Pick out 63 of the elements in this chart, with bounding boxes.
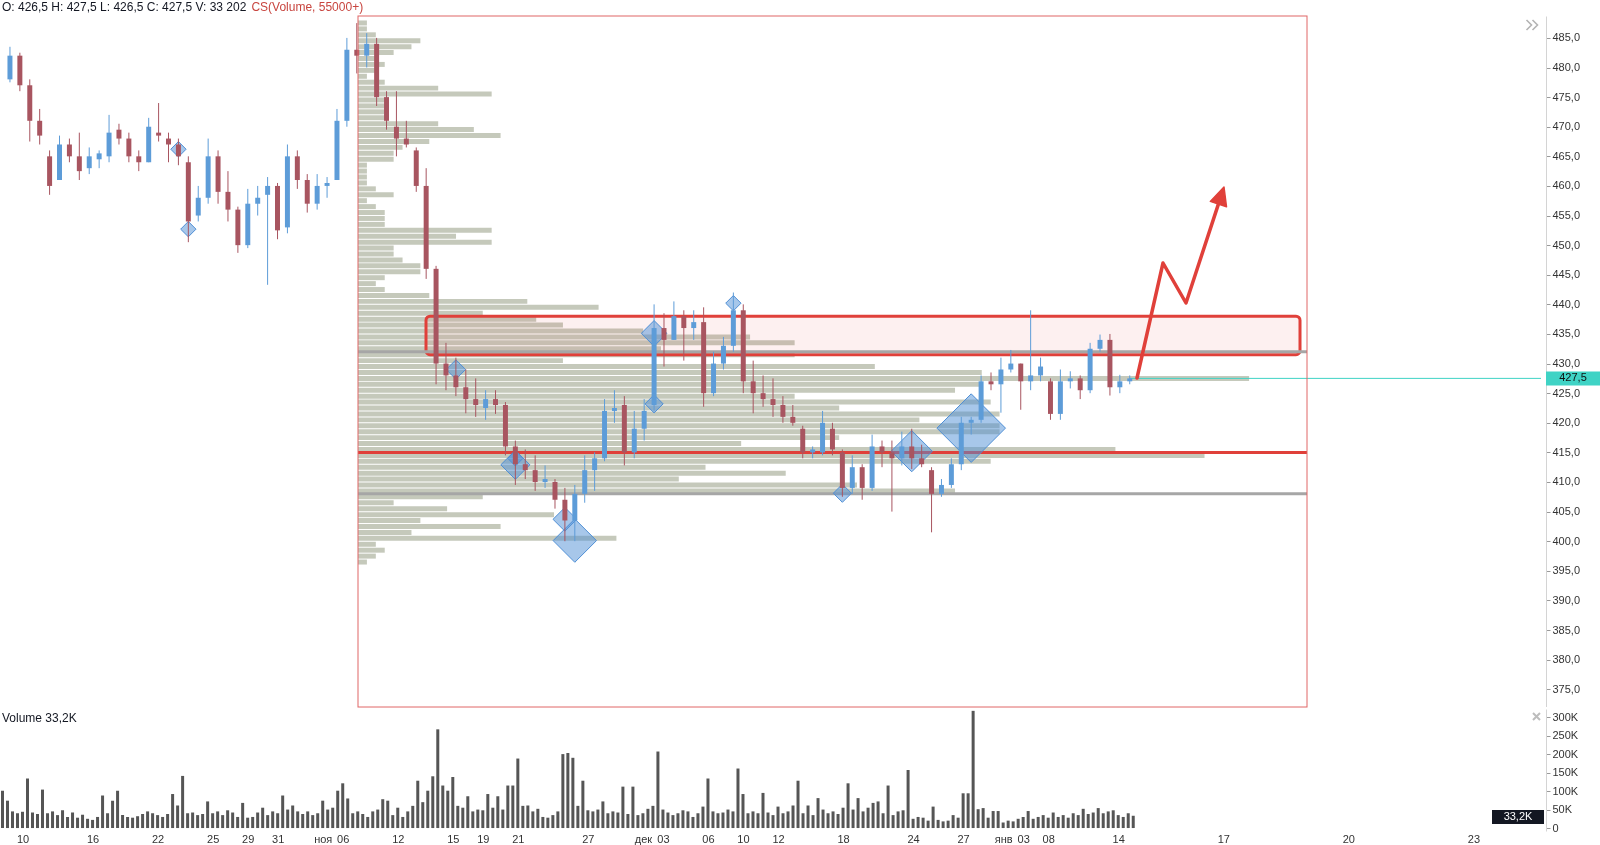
y-tick-label: 0 [1552,821,1559,834]
y-tick-label: 480,0 [1552,61,1581,74]
x-tick-label: 22 [151,832,165,845]
y-tick-label: 465,0 [1552,149,1581,162]
y-tick-label: 300K [1552,710,1579,723]
x-tick-label: 17 [1217,832,1230,845]
text: CS(Volume, 55000+) [251,0,364,14]
x-tick-label: 06 [702,832,715,845]
y-tick-label: 395,0 [1552,564,1581,577]
y-tick-label: 435,0 [1552,327,1581,340]
x-tick-label: 18 [837,832,850,845]
y-tick-label: 445,0 [1552,268,1581,281]
x-tick-label: 06 [337,832,350,845]
y-tick-label: 450,0 [1552,238,1581,251]
x-tick-label: 27 [957,832,970,845]
x-tick-label: 15 [447,832,460,845]
x-tick-label: 29 [242,832,255,845]
x-tick-label: 12 [392,832,405,845]
x-tick-label: 31 [272,832,285,845]
y-tick-label: 50K [1552,803,1573,816]
y-tick-label: 430,0 [1552,357,1581,370]
x-tick-label: 27 [582,832,595,845]
x-tick-label: дек [634,832,653,845]
y-tick-label: 400,0 [1552,534,1581,547]
y-tick-label: 375,0 [1552,682,1581,695]
x-tick-label: 12 [772,832,785,845]
y-tick-label: 485,0 [1552,31,1581,44]
y-tick-label: 470,0 [1552,120,1581,133]
x-tick-label: 20 [1342,832,1355,845]
y-tick-label: 425,0 [1552,386,1581,399]
y-tick-label: 250K [1552,729,1579,742]
x-tick-label: 03 [657,832,670,845]
x-tick-label: 24 [907,832,920,845]
x-tick-label: 25 [207,832,220,845]
ref-line-label: 427,5 [1559,371,1587,384]
x-tick-label: 14 [1112,832,1125,845]
y-tick-label: 385,0 [1552,623,1581,636]
y-tick-label: 440,0 [1552,297,1581,310]
chart-title: O: 426,5 H: 427,5 L: 426,5 C: 427,5 V: 33 202 [2,0,247,14]
x-tick-label: 08 [1042,832,1055,845]
x-tick-label: 16 [86,832,100,845]
y-tick-label: 455,0 [1552,209,1581,222]
y-tick-label: 410,0 [1552,475,1581,488]
chart-title: Volume 33,2K [2,711,77,725]
y-tick-label: 380,0 [1552,653,1581,666]
y-tick-label: 405,0 [1552,505,1581,518]
x-tick-label: 23 [1467,832,1481,845]
y-tick-label: 475,0 [1552,90,1581,103]
y-tick-label: 415,0 [1552,445,1581,458]
y-tick-label: 100K [1552,784,1579,797]
y-tick-label: 200K [1552,747,1579,760]
x-tick-label: 03 [1017,832,1030,845]
x-tick-label: 10 [16,832,30,845]
annotation: 33,2K [1503,810,1534,822]
x-tick-label: янв [994,832,1013,845]
y-tick-label: 460,0 [1552,179,1581,192]
y-tick-label: 390,0 [1552,593,1581,606]
x-tick-label: 21 [512,832,525,845]
x-tick-label: 10 [737,832,750,845]
y-tick-label: 150K [1552,766,1579,779]
y-tick-label: 420,0 [1552,416,1581,429]
x-tick-label: ноя [314,832,333,845]
x-tick-label: 19 [477,832,490,845]
